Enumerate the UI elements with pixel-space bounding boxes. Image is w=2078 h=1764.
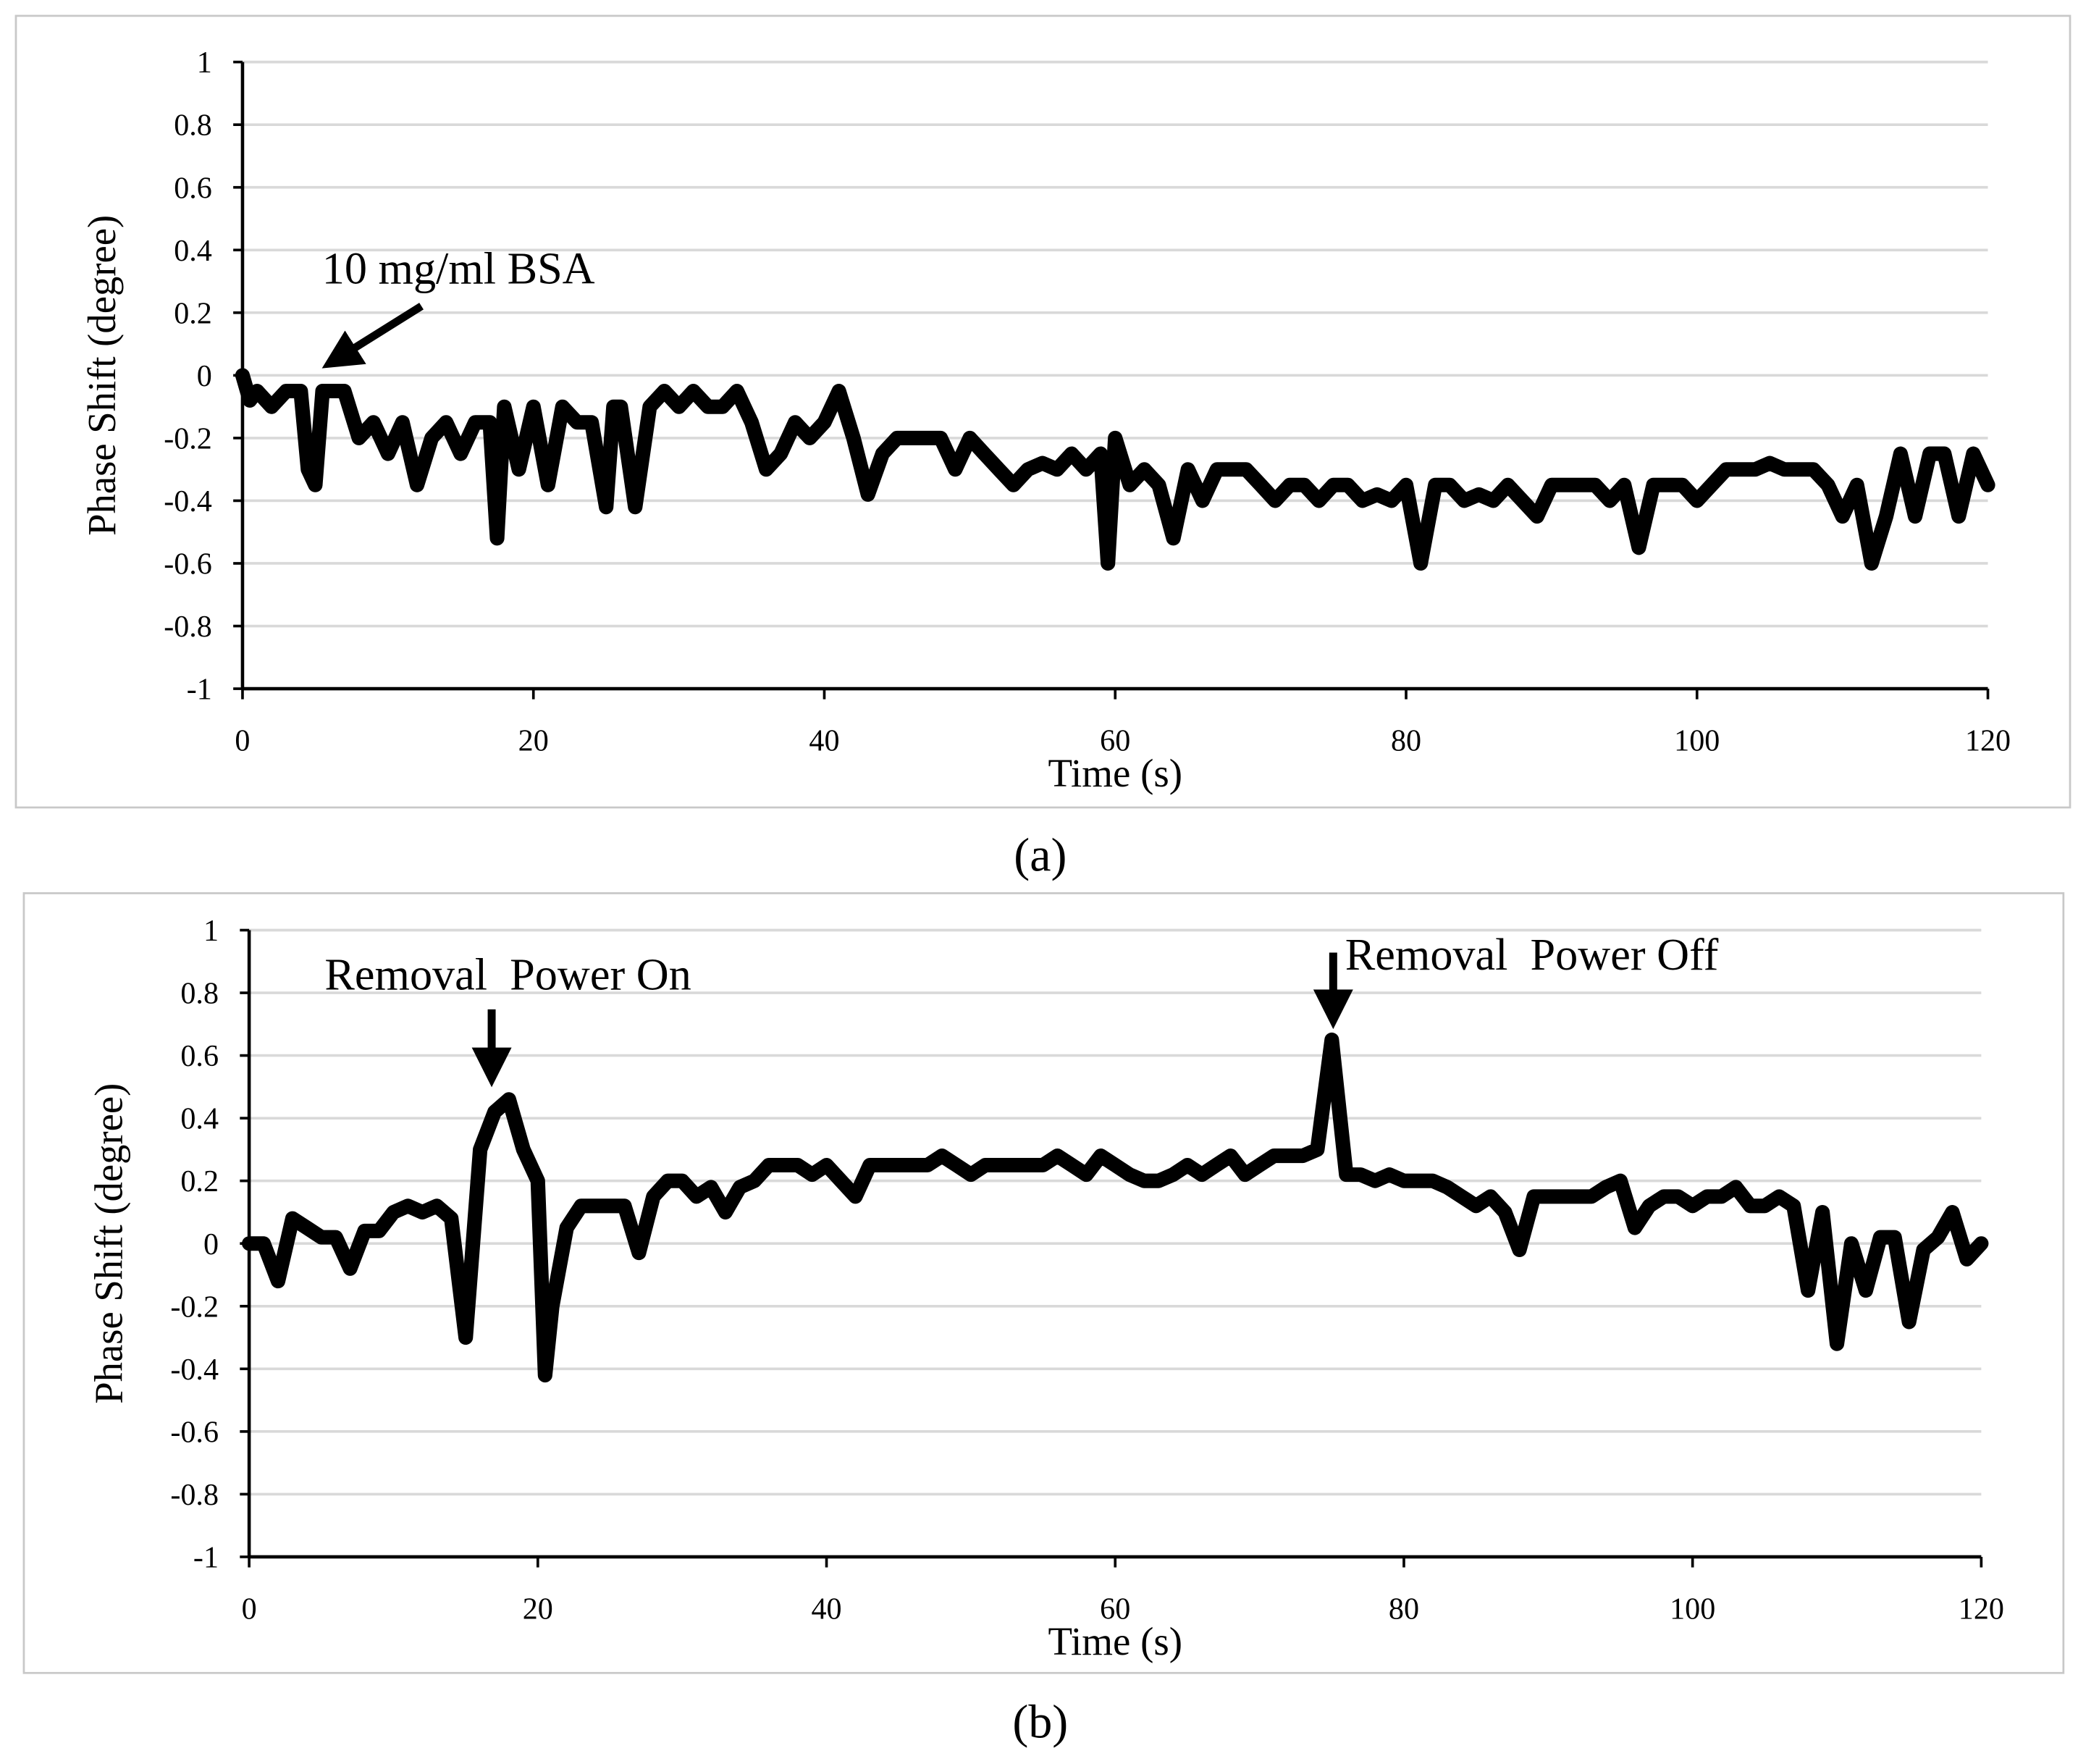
data-line xyxy=(242,1032,1989,1383)
y-tick-label: -0.2 xyxy=(170,1290,219,1324)
y-axis-label: Phase Shift (degree) xyxy=(86,1083,130,1404)
chart-frame xyxy=(14,14,2071,809)
annotation-arrow xyxy=(321,303,424,369)
y-tick-label: 0.2 xyxy=(180,1165,219,1198)
chart-frame xyxy=(22,892,2065,1674)
x-tick-label: 20 xyxy=(518,725,549,758)
x-tick-label: 60 xyxy=(1100,1593,1130,1626)
y-tick-label: -0.8 xyxy=(164,610,212,644)
x-tick-label: 0 xyxy=(235,725,250,758)
x-tick-label: 100 xyxy=(1674,725,1720,758)
y-tick-label: -0.8 xyxy=(170,1479,219,1512)
x-tick-label: 0 xyxy=(242,1593,257,1626)
y-tick-label: 0.6 xyxy=(180,1040,219,1073)
x-axis-label: Time (s) xyxy=(1048,751,1182,795)
data-line xyxy=(235,368,1995,571)
annotation: 10 mg/ml BSA xyxy=(322,245,595,294)
x-tick-label: 20 xyxy=(523,1593,553,1626)
y-tick-label: 1 xyxy=(203,915,219,948)
y-tick-label: 0.4 xyxy=(174,235,212,268)
y-tick-label: -1 xyxy=(187,673,212,707)
y-tick-label: 1 xyxy=(197,46,212,80)
y-tick-label: 0.2 xyxy=(174,297,212,330)
y-tick-label: 0.8 xyxy=(174,109,212,143)
annotation: Removal Power On xyxy=(324,951,691,1000)
y-axis-label: Phase Shift (degree) xyxy=(80,215,124,536)
panel-caption: (a) xyxy=(1014,829,1067,882)
x-tick-label: 80 xyxy=(1391,725,1421,758)
y-tick-label: 0 xyxy=(197,360,212,393)
x-tick-label: 120 xyxy=(1959,1593,2004,1626)
x-tick-label: 80 xyxy=(1389,1593,1419,1626)
x-tick-label: 40 xyxy=(809,725,839,758)
x-tick-label: 40 xyxy=(811,1593,841,1626)
x-tick-label: 120 xyxy=(1965,725,2011,758)
y-tick-label: 0.8 xyxy=(180,978,219,1011)
y-tick-label: -0.4 xyxy=(164,485,212,518)
y-tick-label: 0.4 xyxy=(180,1103,219,1136)
y-tick-label: 0 xyxy=(203,1228,219,1261)
y-tick-label: -0.4 xyxy=(170,1353,219,1387)
y-tick-label: -0.2 xyxy=(164,423,212,456)
x-tick-label: 100 xyxy=(1670,1593,1715,1626)
x-axis-label: Time (s) xyxy=(1048,1619,1182,1663)
y-tick-label: -1 xyxy=(193,1542,219,1575)
y-tick-label: 0.6 xyxy=(174,172,212,205)
panel-caption: (b) xyxy=(1012,1696,1068,1749)
x-tick-label: 60 xyxy=(1100,725,1130,758)
annotation: Removal Power Off xyxy=(1345,931,1719,980)
y-tick-label: -0.6 xyxy=(170,1416,219,1450)
y-tick-label: -0.6 xyxy=(164,548,212,581)
